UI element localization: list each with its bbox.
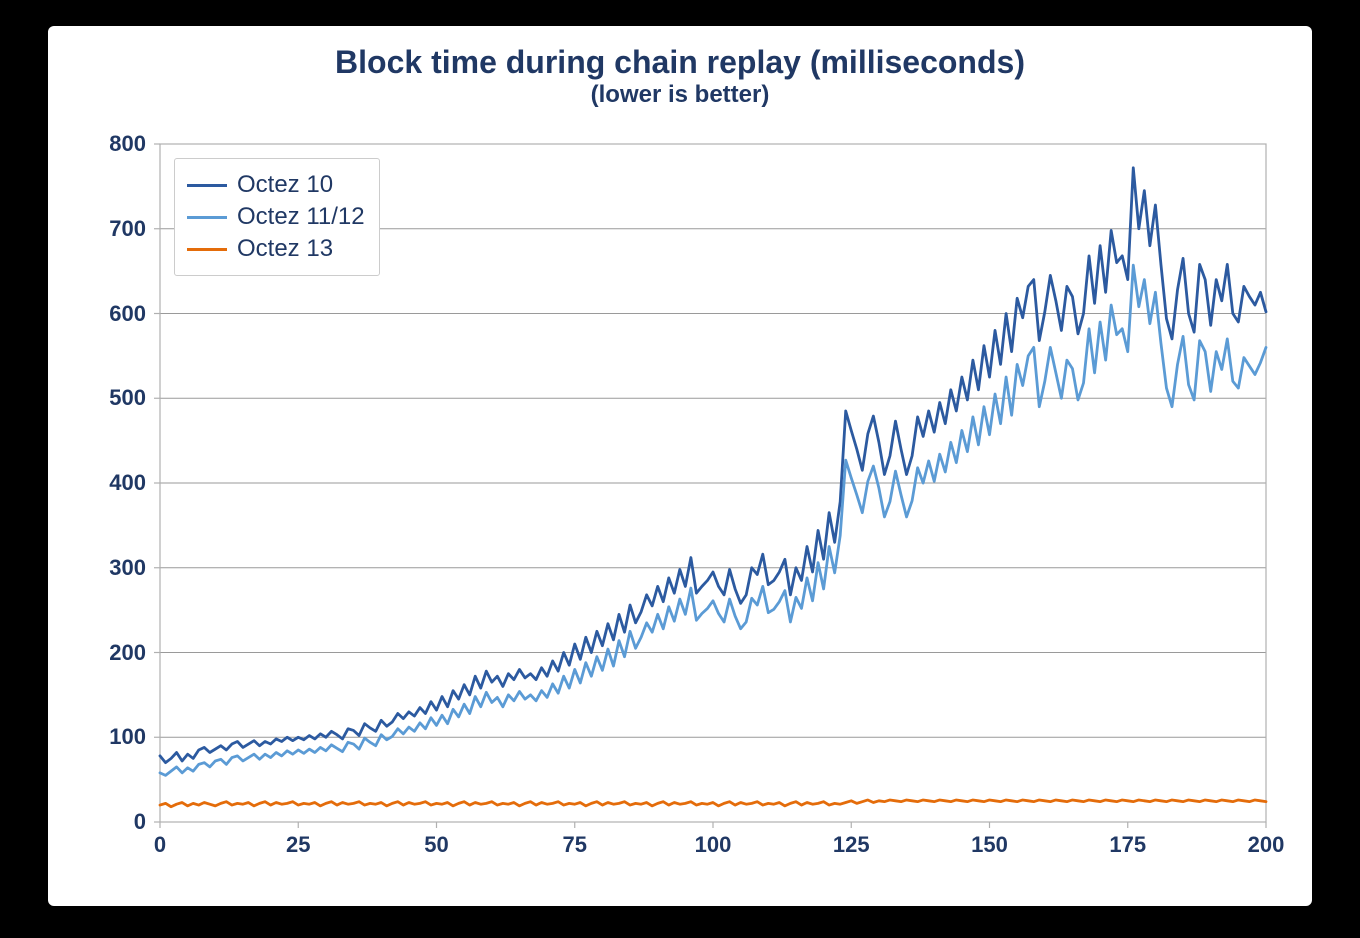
legend-label: Octez 13: [237, 235, 333, 263]
legend-entry: Octez 11/12: [187, 203, 365, 231]
legend-swatch: [187, 216, 227, 219]
y-tick-label: 300: [109, 555, 146, 581]
y-tick-label: 0: [134, 809, 146, 835]
x-tick-label: 200: [1248, 832, 1285, 858]
x-tick-label: 100: [695, 832, 732, 858]
chart-subtitle: (lower is better): [48, 81, 1312, 109]
legend-label: Octez 11/12: [237, 203, 365, 231]
title-block: Block time during chain replay (millisec…: [48, 44, 1312, 109]
legend-swatch: [187, 184, 227, 187]
y-tick-label: 400: [109, 470, 146, 496]
x-tick-label: 50: [424, 832, 448, 858]
y-tick-label: 800: [109, 131, 146, 157]
legend-swatch: [187, 248, 227, 251]
y-tick-label: 600: [109, 301, 146, 327]
x-tick-label: 175: [1109, 832, 1146, 858]
legend-entry: Octez 13: [187, 235, 365, 263]
figure-card: Block time during chain replay (millisec…: [48, 26, 1312, 906]
chart-title: Block time during chain replay (millisec…: [48, 44, 1312, 81]
y-tick-label: 500: [109, 385, 146, 411]
legend-entry: Octez 10: [187, 171, 365, 199]
y-tick-label: 700: [109, 216, 146, 242]
x-tick-label: 25: [286, 832, 310, 858]
x-tick-label: 0: [154, 832, 166, 858]
x-tick-label: 75: [563, 832, 587, 858]
x-tick-label: 150: [971, 832, 1008, 858]
y-tick-label: 200: [109, 640, 146, 666]
legend-label: Octez 10: [237, 171, 333, 199]
x-tick-label: 125: [833, 832, 870, 858]
legend: Octez 10 Octez 11/12 Octez 13: [174, 158, 380, 276]
y-tick-label: 100: [109, 724, 146, 750]
